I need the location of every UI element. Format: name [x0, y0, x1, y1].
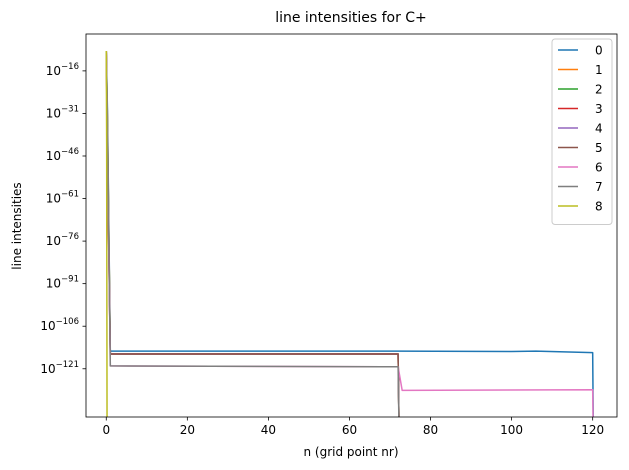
legend-label-1: 1: [595, 63, 603, 77]
y-tick-label: 10−106: [40, 317, 79, 333]
chart-title: line intensities for C+: [275, 10, 427, 26]
legend-label-4: 4: [595, 122, 603, 136]
legend-label-5: 5: [595, 141, 603, 155]
x-tick-label: 40: [261, 423, 276, 437]
series-line-8: [105, 51, 108, 417]
legend: 0 1 2 3 4 5 6 7 8: [551, 38, 613, 225]
y-tick-label: 10−31: [46, 104, 79, 120]
y-axis-label: line intensities: [10, 182, 24, 269]
y-axis-ticks: 10−16 10−31 10−46 10−61 10−76 10−91 10−106 10−1…: [40, 62, 86, 376]
legend-label-2: 2: [595, 83, 603, 97]
x-tick-label: 100: [500, 423, 523, 437]
series-layer: [105, 51, 594, 417]
y-tick-label: 10−76: [46, 232, 79, 248]
x-axis-label: n (grid point nr): [303, 445, 398, 459]
legend-label-8: 8: [595, 200, 603, 214]
y-tick-label: 10−121: [40, 360, 79, 376]
legend-label-7: 7: [595, 180, 603, 194]
plot-area: [85, 33, 618, 418]
y-tick-label: 10−61: [46, 190, 79, 206]
x-tick-label: 60: [342, 423, 357, 437]
y-tick-label: 10−91: [46, 275, 79, 291]
x-tick-label: 120: [581, 423, 604, 437]
x-tick-label: 0: [102, 423, 110, 437]
y-tick-label: 10−16: [46, 62, 79, 78]
x-tick-label: 80: [423, 423, 438, 437]
x-tick-label: 20: [180, 423, 195, 437]
y-tick-label: 10−46: [46, 147, 79, 163]
plot-frame: [85, 33, 618, 418]
legend-label-3: 3: [595, 102, 603, 116]
legend-label-6: 6: [595, 161, 603, 175]
legend-label-0: 0: [595, 44, 603, 58]
legend-frame: [551, 38, 613, 225]
x-axis-ticks: 0 20 40 60 80 100 120: [102, 417, 604, 437]
